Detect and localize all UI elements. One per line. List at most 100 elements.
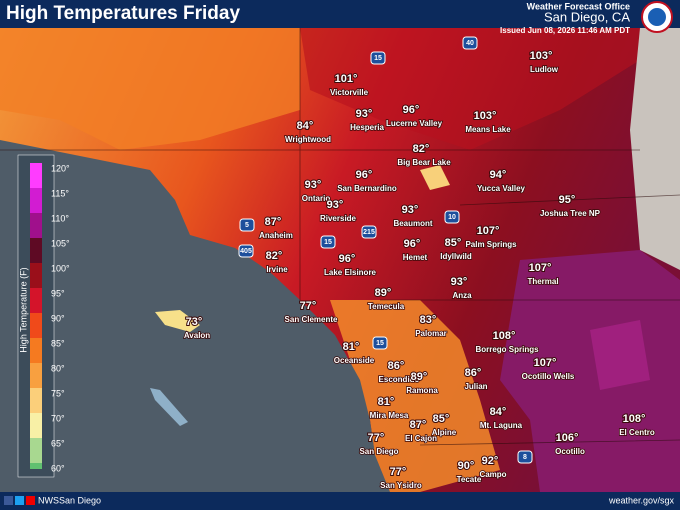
city-name: Hesperia: [350, 123, 384, 132]
city-name: Lake Elsinore: [324, 268, 377, 277]
city-name: San Ysidro: [380, 481, 422, 490]
highway-shield: [238, 244, 254, 258]
city-temperature: 103°: [530, 50, 553, 62]
city-temperature: 93°: [327, 199, 344, 211]
city-name: Beaumont: [393, 219, 432, 228]
legend-label: 100°: [51, 263, 70, 273]
city-name: Means Lake: [465, 125, 511, 134]
legend-label: 75°: [51, 388, 65, 398]
highway-shield: [372, 336, 388, 350]
city-temperature: 96°: [339, 253, 356, 265]
city-temperature: 95°: [559, 194, 576, 206]
city-name: Borrego Springs: [475, 345, 539, 354]
catalina-island: [155, 310, 200, 332]
city-temperature: 107°: [529, 262, 552, 274]
highway-shield: [444, 210, 460, 224]
city-temperature: 87°: [265, 216, 282, 228]
city-temperature: 103°: [474, 110, 497, 122]
city-name: Ontario: [302, 194, 331, 203]
city-temperature: 86°: [388, 360, 405, 372]
city-name: Wrightwood: [285, 135, 331, 144]
out-of-area: [630, 28, 680, 270]
twitter-icon: [15, 496, 24, 505]
land-cool-peak: [420, 165, 450, 190]
city-temperature: 93°: [451, 276, 468, 288]
city-name: Joshua Tree NP: [540, 209, 601, 218]
location: San Diego, CA: [544, 9, 630, 24]
city-temperature: 107°: [477, 225, 500, 237]
legend-label: 60°: [51, 463, 65, 473]
city-temperature: 87°: [410, 419, 427, 431]
city-name: San Bernardino: [337, 184, 397, 193]
city-name: Oceanside: [334, 356, 375, 365]
city-temperature: 108°: [623, 413, 646, 425]
legend-swatch: [30, 444, 42, 469]
legend-swatch: [30, 263, 42, 269]
highway-shield: [370, 51, 386, 65]
ocean: [0, 140, 390, 492]
san-clemente-island: [150, 388, 188, 426]
legend-label: 80°: [51, 363, 65, 373]
website: weather.gov/sgx: [608, 495, 675, 505]
city-temperature: 89°: [375, 287, 392, 299]
city-temperature: 101°: [335, 73, 358, 85]
city-temperature: 107°: [534, 357, 557, 369]
legend-swatch: [30, 213, 42, 219]
city-temperature: 84°: [490, 406, 507, 418]
legend-swatch: [30, 219, 42, 244]
city-temperature: 73°: [186, 316, 203, 328]
city-name: Tecate: [457, 475, 482, 484]
highway-number: 8: [523, 454, 527, 461]
highway-shield: [361, 225, 377, 239]
city-temperature: 93°: [356, 108, 373, 120]
city-temperature: 93°: [305, 179, 322, 191]
city-temperature: 93°: [402, 204, 419, 216]
legend-label: 65°: [51, 438, 65, 448]
legend-title: High Temperature (F): [18, 267, 28, 352]
city-temperature: 82°: [413, 143, 430, 155]
city-temperature: 84°: [297, 120, 314, 132]
city-name: Idyllwild: [440, 252, 472, 261]
city-name: Anaheim: [259, 231, 293, 240]
city-name: San Diego: [359, 447, 398, 456]
header-bar: [0, 0, 680, 28]
highway-shield: [239, 218, 255, 232]
city-temperature: 77°: [368, 432, 385, 444]
legend-label: 90°: [51, 313, 65, 323]
legend-swatch: [30, 313, 42, 319]
legend-swatch: [30, 388, 42, 394]
city-name: Irvine: [266, 265, 288, 274]
highway-number: 15: [374, 55, 382, 62]
legend-swatch: [30, 288, 42, 294]
footer-bar: [0, 492, 680, 510]
city-name: Avalon: [184, 331, 210, 340]
legend-swatch: [30, 419, 42, 444]
legend-label: 110°: [51, 213, 69, 223]
city-temperature: 77°: [300, 300, 317, 312]
legend-label: 120°: [51, 163, 70, 173]
city-temperature: 83°: [420, 314, 437, 326]
legend-swatch: [30, 188, 42, 194]
city-temperature: 90°: [458, 460, 475, 472]
legend-swatch: [30, 194, 42, 219]
highway-number: 15: [376, 340, 384, 347]
city-temperature: 77°: [390, 466, 407, 478]
legend-label: 95°: [51, 288, 65, 298]
legend-label: 115°: [51, 188, 69, 198]
land-low-desert: [500, 250, 680, 492]
city-name: Ocotillo: [555, 447, 585, 456]
legend-swatch: [30, 238, 42, 244]
legend-label: 105°: [51, 238, 70, 248]
legend-swatch: [30, 269, 42, 294]
legend-label: 70°: [51, 413, 65, 423]
legend-swatch: [30, 394, 42, 419]
issued: Issued Jun 08, 2026 11:46 AM PDT: [500, 26, 630, 35]
city-temperature: 85°: [445, 237, 462, 249]
legend-swatch: [30, 363, 42, 369]
legend-swatch: [30, 463, 42, 469]
county-lines: [0, 28, 680, 446]
highway-number: 40: [466, 40, 474, 47]
highway-number: 215: [363, 229, 375, 236]
city-name: Yucca Valley: [477, 184, 526, 193]
legend-swatch: [30, 319, 42, 344]
